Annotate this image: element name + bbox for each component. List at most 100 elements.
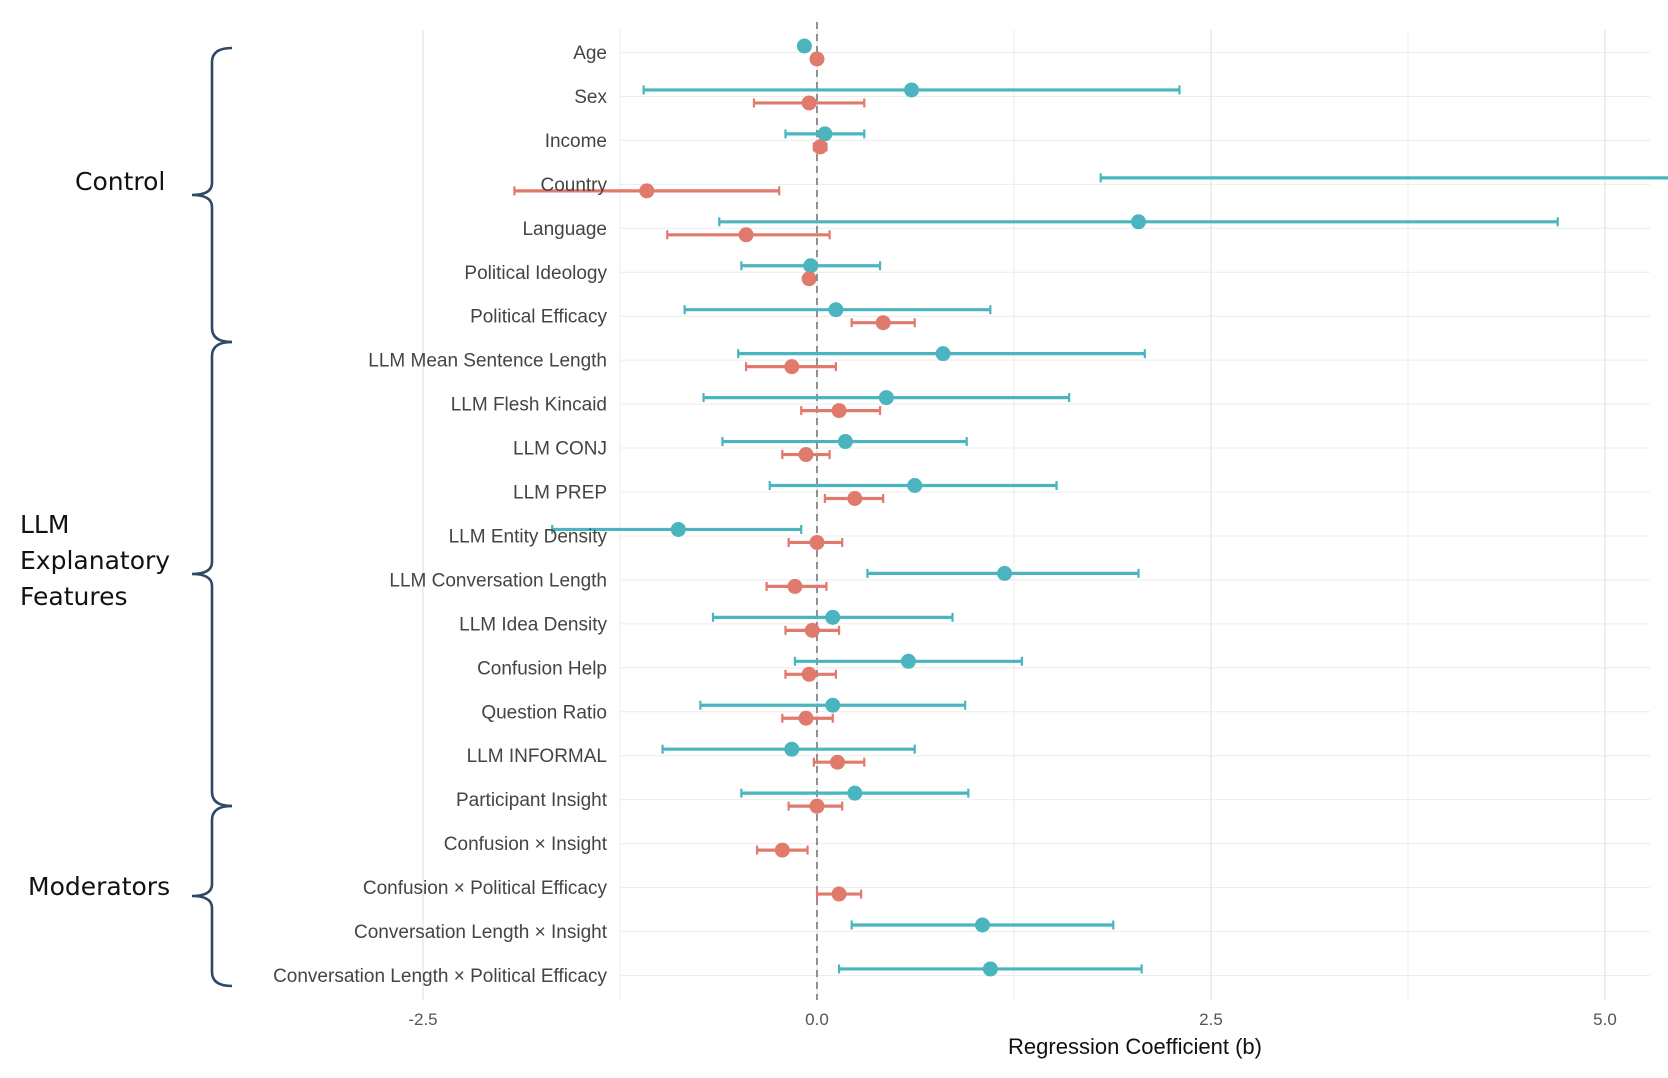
red-estimate [744,359,838,375]
red-estimate [781,447,831,463]
red-estimate [787,534,844,550]
teal-estimate [721,434,968,450]
red-estimate [756,842,809,858]
teal-point [828,302,844,318]
grid [422,30,1650,1000]
teal-estimate [642,82,1181,98]
row-label: Language [522,219,607,240]
red-point [809,51,825,67]
red-estimate [812,754,866,770]
red-estimate [781,710,834,726]
row-label: Country [540,175,607,196]
red-estimate [823,491,885,506]
red-estimate [752,95,866,111]
teal-point [878,390,894,406]
teal-point [997,565,1013,581]
teal-point [900,653,916,669]
x-axis-ticks: -2.50.02.55.07.510.0 [408,1010,1617,1029]
teal-point [825,609,841,625]
red-point [809,798,825,814]
group-bracket [191,46,233,344]
teal-estimate [837,961,1143,977]
red-point [801,271,817,287]
x-tick-label: 5.0 [1593,1010,1617,1029]
teal-point [817,126,833,142]
red-estimate [812,139,828,155]
teal-estimate [702,390,1071,406]
row-label: LLM INFORMAL [467,746,607,767]
red-estimate [666,227,831,243]
row-label: LLM Idea Density [459,614,607,635]
red-estimate [800,403,882,419]
red-point [829,754,845,770]
teal-point [837,434,853,450]
red-point [812,139,828,155]
teal-point [982,961,998,977]
red-point [831,403,847,419]
x-tick-label: 2.5 [1199,1010,1223,1029]
teal-point [784,741,800,757]
teal-point [904,82,920,98]
red-estimate [784,666,838,682]
red-estimate [809,51,825,67]
row-label: Political Efficacy [470,307,607,328]
red-point [798,447,814,463]
teal-estimate [699,697,967,713]
row-label: Income [545,131,607,152]
teal-point [670,521,686,537]
teal-estimate [711,609,954,625]
red-estimate [765,578,828,594]
teal-point [825,697,841,713]
row-label: Conversation Length × Political Efficacy [273,966,607,987]
row-label: Confusion × Insight [444,834,608,855]
red-estimate [801,271,817,287]
teal-estimate [866,565,1140,581]
row-label: Age [573,43,607,64]
red-estimate [850,315,916,331]
row-label: Participant Insight [456,790,608,811]
red-estimate [784,622,841,638]
group-label: Control [75,167,165,196]
row-label: Confusion × Political Efficacy [363,878,608,899]
group-label: Moderators [28,872,170,901]
red-point [639,183,655,199]
group-label: Features [20,582,128,611]
red-point [801,95,817,111]
teal-estimate [850,917,1115,933]
red-estimate [787,798,844,814]
teal-estimate [551,521,803,537]
teal-estimate [768,478,1058,493]
row-label: Question Ratio [481,702,607,723]
teal-estimate [1099,173,1668,183]
row-label: Conversation Length × Insight [354,922,608,943]
teal-point [907,478,923,493]
red-estimate [513,183,781,199]
red-point [847,491,863,506]
teal-estimate [796,38,812,54]
group-bracket [191,804,233,988]
red-point [738,227,754,243]
red-point [804,622,820,638]
teal-point [974,917,990,933]
red-point [801,666,817,682]
teal-estimate [740,785,970,801]
teal-point [935,346,951,362]
teal-estimate [718,214,1559,230]
teal-estimate [793,653,1023,669]
red-estimate [815,886,863,902]
row-label: LLM Entity Density [449,526,608,547]
row-labels: Age Sex Income Country Language Political Ide… [273,43,608,987]
teal-point [847,785,863,801]
teal-estimate [740,258,882,274]
row-label: LLM Conversation Length [389,570,607,591]
teal-estimate [784,126,866,142]
red-point [784,359,800,375]
row-label: LLM CONJ [513,439,607,460]
teal-estimate [683,302,992,318]
row-label: LLM PREP [513,483,607,504]
red-point [774,842,790,858]
group-label: Explanatory [20,546,170,575]
row-label: LLM Mean Sentence Length [368,351,607,372]
group-label: LLM [20,510,69,539]
